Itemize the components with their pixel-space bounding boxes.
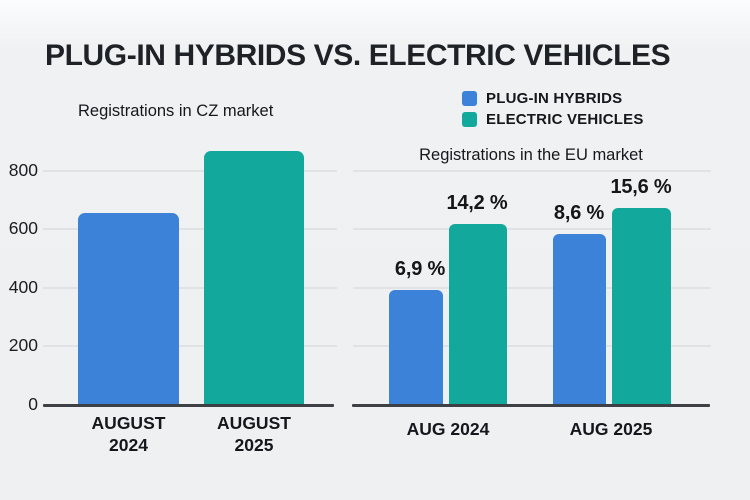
cz-ytick-400: 400 <box>8 277 38 297</box>
cz-gridline-600 <box>43 228 337 230</box>
legend-label: PLUG-IN HYBRIDS <box>486 90 623 107</box>
cz-bar-august-2025 <box>204 151 304 404</box>
cz-ytick-200: 200 <box>8 335 38 355</box>
legend: PLUG-IN HYBRIDS ELECTRIC VEHICLES <box>462 88 644 130</box>
eu-value-label-phev-2025: 8,6 % <box>553 202 605 224</box>
eu-gridline-4 <box>353 345 711 347</box>
cz-gridline-200 <box>43 345 337 347</box>
eu-gridline-2 <box>353 228 711 230</box>
eu-bar-plug-in-hybrids-2024 <box>389 290 443 404</box>
eu-category-aug-2024: AUG 2024 <box>406 419 490 439</box>
cz-gridline-800 <box>43 170 337 172</box>
cz-ytick-600: 600 <box>8 218 38 238</box>
eu-category-aug-2025: AUG 2025 <box>569 419 653 439</box>
eu-bar-plug-in-hybrids-2025 <box>553 234 606 404</box>
eu-gridline-1 <box>353 170 711 172</box>
cz-category-august-2024: AUGUST 2024 <box>91 413 166 455</box>
cz-gridline-400 <box>43 287 337 289</box>
cz-chart-title: Registrations in CZ market <box>78 102 274 120</box>
eu-gridline-3 <box>353 287 711 289</box>
cz-x-axis <box>43 404 334 407</box>
legend-item-plug-in-hybrids: PLUG-IN HYBRIDS <box>462 88 644 109</box>
eu-value-label-phev-2024: 6,9 % <box>394 258 446 280</box>
electric-vehicles-swatch-icon <box>462 112 477 127</box>
legend-label: ELECTRIC VEHICLES <box>486 111 644 128</box>
eu-value-label-ev-2025: 15,6 % <box>610 176 672 198</box>
eu-bar-electric-vehicles-2024 <box>449 224 507 404</box>
legend-item-electric-vehicles: ELECTRIC VEHICLES <box>462 109 644 130</box>
plug-in-hybrids-swatch-icon <box>462 91 477 106</box>
cz-bar-august-2024 <box>78 213 179 404</box>
eu-x-axis <box>352 404 710 407</box>
cz-ytick-800: 800 <box>8 160 38 180</box>
cz-category-august-2025: AUGUST 2025 <box>217 413 291 455</box>
cz-ytick-0: 0 <box>28 394 38 414</box>
page-title: PLUG-IN HYBRIDS VS. ELECTRIC VEHICLES <box>45 39 671 72</box>
eu-chart-title: Registrations in the EU market <box>419 146 643 164</box>
eu-value-label-ev-2024: 14,2 % <box>446 192 508 214</box>
eu-bar-electric-vehicles-2025 <box>612 208 671 404</box>
